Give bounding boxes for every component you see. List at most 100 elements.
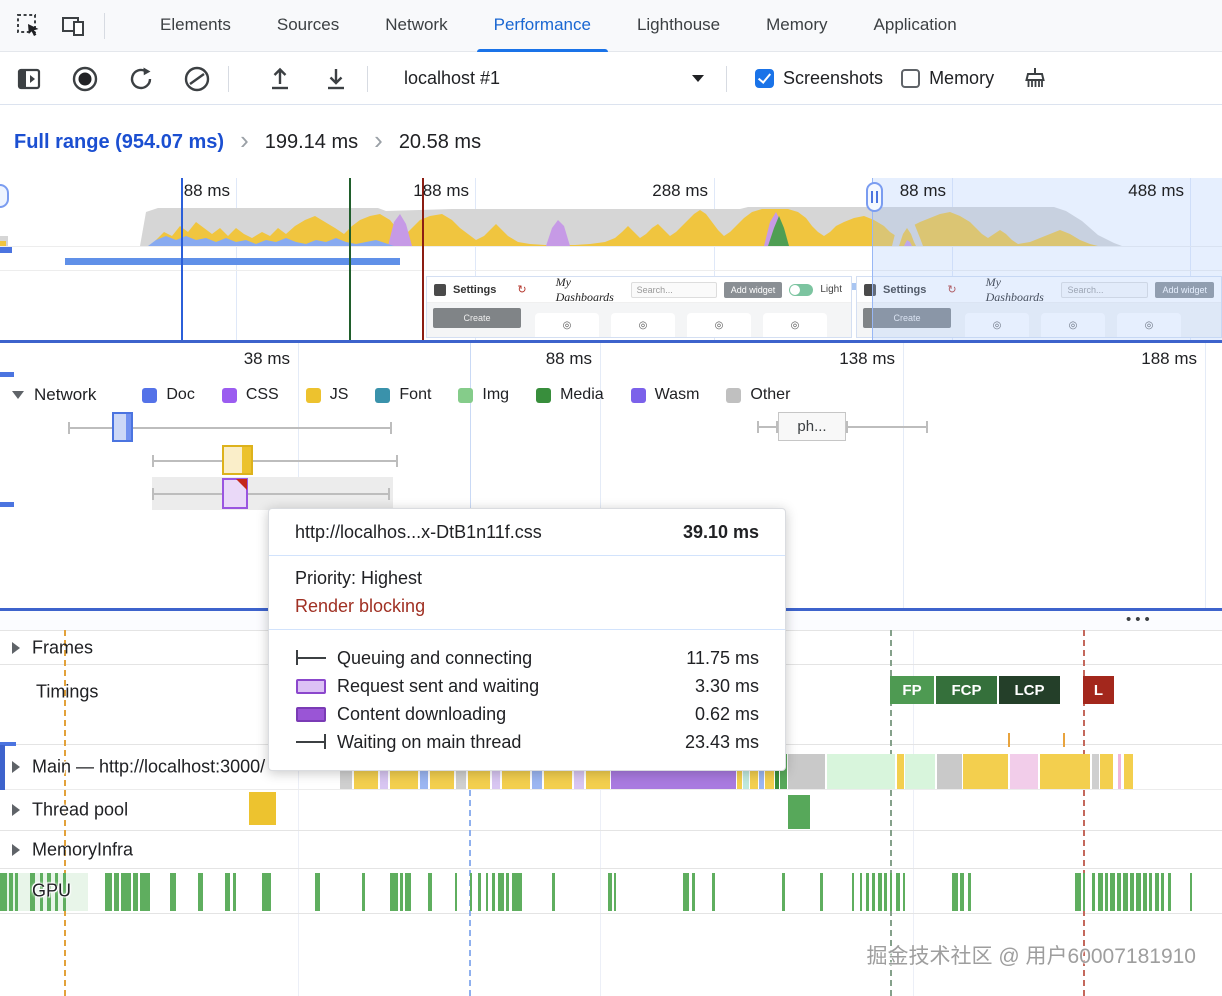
paint-rect: [262, 873, 271, 911]
tooltip-url: http://localhos...x-DtB1n11f.css: [295, 522, 542, 542]
paint-rect: [198, 873, 203, 911]
dcl-marker-line: [470, 343, 471, 608]
baseline: [0, 270, 1222, 271]
legend-item-css: CSS: [221, 386, 279, 404]
request-whisker: [68, 422, 392, 434]
paint-rect: [492, 754, 500, 789]
expand-arrow-icon[interactable]: [12, 804, 20, 816]
tab-network[interactable]: Network: [385, 14, 448, 34]
network-request-js[interactable]: [222, 445, 253, 475]
expand-arrow-icon[interactable]: [12, 843, 20, 856]
profile-select[interactable]: localhost #1: [398, 62, 710, 96]
memory-checkbox[interactable]: Memory: [901, 68, 994, 89]
legend-label: Font: [399, 386, 432, 403]
legend-swatch-icon: [142, 387, 158, 403]
network-tick-label: 38 ms: [243, 349, 290, 368]
thumbnail-topbar: Settings ↻ My Dashboards Search... Add w…: [427, 277, 851, 304]
device-toolbar-icon[interactable]: [58, 11, 88, 41]
thumbnail-search-box: Search...: [630, 281, 717, 298]
perf-toolbar: localhost #1 Screenshots Memory: [0, 53, 1222, 105]
tooltip-phase-rows: Queuing and connecting 11.75 ms Request se…: [269, 642, 785, 756]
timing-badge-fp[interactable]: FP: [890, 676, 934, 704]
timing-badge-l[interactable]: L: [1083, 676, 1114, 704]
thumbnail-add-widget-button: Add widget: [723, 281, 783, 298]
thumbnail-light-label: Light: [820, 284, 842, 295]
breadcrumb-item[interactable]: 199.14 ms: [264, 130, 359, 153]
fp-marker-line: [181, 178, 183, 340]
paint-rect: [478, 873, 481, 911]
phase-label: Queuing and connecting: [337, 647, 533, 668]
tab-elements[interactable]: Elements: [160, 14, 231, 34]
network-request-doc[interactable]: [112, 412, 133, 442]
thumbnail-search-box: Search...: [1061, 281, 1149, 298]
paint-rect: [55, 873, 58, 911]
tab-sources[interactable]: Sources: [276, 14, 340, 34]
inspect-element-icon[interactable]: [14, 11, 44, 41]
tooltip-priority: Priority: Highest: [295, 568, 423, 588]
track-gpu[interactable]: GPU: [0, 868, 1222, 914]
gridline: [475, 178, 476, 340]
paint-rect: [405, 873, 411, 911]
filmstrip-screenshot[interactable]: Settings ↻ My Dashboards Search... Add w…: [426, 276, 852, 338]
load-profile-icon[interactable]: [265, 64, 295, 94]
paint-rect: [1040, 754, 1090, 789]
paint-rect: [390, 873, 398, 911]
breadcrumb-item[interactable]: 20.58 ms: [398, 130, 482, 153]
save-profile-icon[interactable]: [321, 64, 351, 94]
selected-window-overlay[interactable]: [872, 178, 1222, 340]
tooltip-duration: 39.10 ms: [682, 522, 759, 542]
reload-and-record-icon[interactable]: [126, 64, 156, 94]
track-timings[interactable]: Timings FP FCP LCP L: [0, 666, 1222, 747]
splitter-handle-dots[interactable]: •••: [1126, 611, 1154, 628]
window-left-handle[interactable]: [866, 182, 883, 212]
filmstrip-screenshot[interactable]: Settings ↻ My Dashboards Search... Add w…: [856, 276, 1222, 338]
screenshots-checkbox[interactable]: Screenshots: [755, 68, 883, 89]
tooltip-render-blocking: Render blocking: [295, 596, 426, 616]
tab-lighthouse[interactable]: Lighthouse: [636, 14, 721, 34]
clear-recording-icon[interactable]: [182, 64, 212, 94]
paint-rect: [743, 754, 749, 789]
legend-item-media: Media: [536, 386, 604, 404]
network-request-labeled[interactable]: ph...: [778, 412, 846, 441]
expand-arrow-icon[interactable]: [12, 641, 20, 654]
thumbnail-body: Create ◎ ◎ ◎: [857, 303, 1221, 337]
profile-select-value: localhost #1: [404, 68, 501, 88]
expand-arrow-icon[interactable]: [12, 761, 20, 773]
network-tick-label: 138 ms: [839, 349, 895, 368]
network-expand-arrow-icon[interactable]: [12, 391, 24, 399]
checkbox-unchecked-icon: [901, 69, 921, 88]
track-thread-pool[interactable]: Thread pool: [0, 789, 1222, 830]
light-box-icon: [295, 677, 337, 695]
toggle-sidebar-icon[interactable]: [14, 64, 44, 94]
timeline-overview[interactable]: Settings ↻ My Dashboards Search... Add w…: [0, 178, 1222, 340]
breadcrumb-item[interactable]: Full range (954.07 ms): [14, 130, 225, 153]
phase-label: Waiting on main thread: [337, 731, 522, 752]
paint-rect: [1124, 754, 1133, 789]
left-whisker-icon: [295, 649, 337, 667]
legend-label: Other: [750, 386, 791, 403]
thumbnail-logo: [864, 283, 876, 296]
breadcrumb-separator: ›: [240, 125, 249, 155]
paint-rect: [1110, 873, 1115, 911]
download-glyph: [328, 68, 344, 89]
track-label: MemoryInfra: [32, 839, 134, 859]
tab-performance[interactable]: Performance: [471, 0, 614, 52]
legend-item-other: Other: [726, 386, 790, 404]
paint-rect: [1092, 754, 1099, 789]
net-deco: [0, 343, 1222, 608]
timing-badge-fcp[interactable]: FCP: [936, 676, 997, 704]
network-request-css-render-blocking[interactable]: [222, 478, 248, 509]
collect-garbage-icon[interactable]: [1020, 64, 1050, 94]
tab-application[interactable]: Application: [873, 14, 957, 34]
track-memory-infra[interactable]: MemoryInfra: [0, 830, 1222, 868]
paint-rect: [63, 873, 66, 911]
paint-rect: [683, 873, 689, 911]
paint-rect: [552, 873, 555, 911]
tab-memory[interactable]: Memory: [766, 14, 828, 34]
paint-rect: [512, 873, 522, 911]
paint-rect: [1149, 873, 1152, 911]
record-button[interactable]: [70, 64, 100, 94]
timing-badge-lcp[interactable]: LCP: [999, 676, 1060, 704]
paint-rect: [65, 258, 400, 265]
